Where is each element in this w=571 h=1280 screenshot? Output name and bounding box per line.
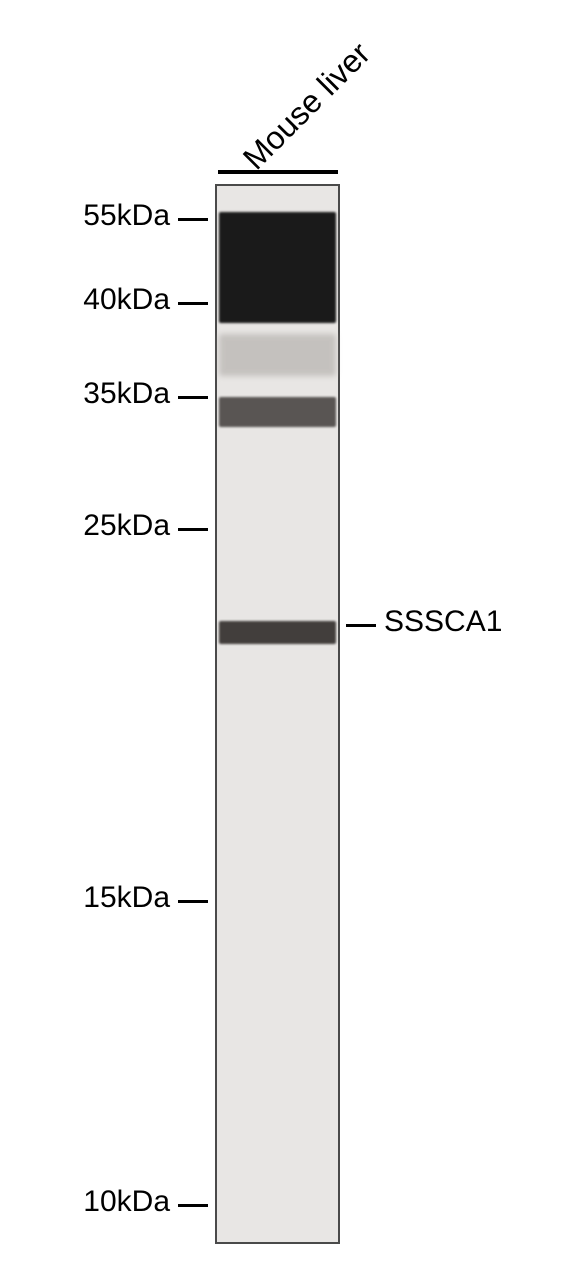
marker-tick	[178, 302, 208, 305]
marker-label: 15kDa	[83, 881, 170, 915]
marker-label: 40kDa	[83, 283, 170, 317]
western-blot-figure: Mouse liver SSSCA1 55kDa 40kDa 35kDa 25kDa 1…	[0, 0, 571, 1280]
sample-tick	[218, 170, 338, 174]
marker-label: 25kDa	[83, 509, 170, 543]
marker-label: 35kDa	[83, 377, 170, 411]
marker-tick	[178, 528, 208, 531]
marker-label: 10kDa	[83, 1185, 170, 1219]
blot-band	[219, 621, 335, 644]
sample-label: Mouse liver	[236, 35, 378, 177]
marker-tick	[178, 396, 208, 399]
marker-label: 55kDa	[83, 199, 170, 233]
target-tick	[346, 624, 376, 627]
blot-band	[219, 397, 335, 427]
marker-tick	[178, 218, 208, 221]
blot-band	[219, 212, 335, 323]
blot-band	[219, 334, 335, 376]
blot-lane	[215, 184, 340, 1244]
marker-tick	[178, 1204, 208, 1207]
target-label: SSSCA1	[384, 605, 502, 639]
marker-tick	[178, 900, 208, 903]
